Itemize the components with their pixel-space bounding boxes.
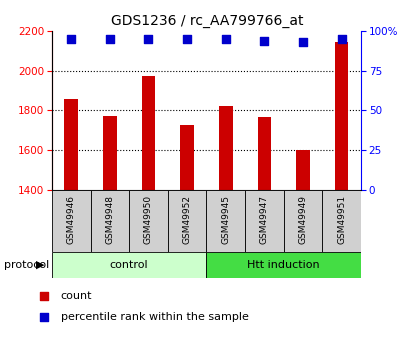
Text: GDS1236 / rc_AA799766_at: GDS1236 / rc_AA799766_at — [111, 14, 304, 28]
Text: control: control — [110, 260, 149, 270]
Bar — [245, 190, 284, 252]
Text: count: count — [61, 291, 92, 301]
Bar — [142, 76, 155, 190]
Point — [338, 36, 345, 42]
Bar — [103, 116, 117, 190]
Bar — [258, 117, 271, 190]
Bar — [207, 252, 361, 278]
Point — [184, 36, 190, 42]
Bar — [219, 106, 232, 190]
Text: GSM49945: GSM49945 — [221, 195, 230, 244]
Bar — [322, 190, 361, 252]
Text: GSM49947: GSM49947 — [260, 195, 269, 244]
Point — [145, 36, 152, 42]
Bar — [296, 150, 310, 190]
Point — [300, 39, 306, 45]
Bar — [207, 190, 245, 252]
Text: percentile rank within the sample: percentile rank within the sample — [61, 312, 249, 322]
Point — [107, 36, 113, 42]
Point — [261, 38, 268, 43]
Point — [68, 36, 75, 42]
Point — [41, 314, 47, 320]
Text: GSM49951: GSM49951 — [337, 195, 346, 244]
Bar — [64, 99, 78, 190]
Text: GSM49950: GSM49950 — [144, 195, 153, 244]
Bar — [52, 252, 207, 278]
Bar — [129, 190, 168, 252]
Text: GSM49946: GSM49946 — [67, 195, 76, 244]
Bar — [335, 42, 349, 190]
Text: ▶: ▶ — [36, 260, 44, 270]
Text: protocol: protocol — [4, 260, 49, 270]
Text: GSM49948: GSM49948 — [105, 195, 115, 244]
Bar — [52, 190, 90, 252]
Text: Htt induction: Htt induction — [247, 260, 320, 270]
Point — [222, 36, 229, 42]
Bar — [284, 190, 322, 252]
Text: GSM49952: GSM49952 — [183, 195, 192, 244]
Bar — [90, 190, 129, 252]
Text: GSM49949: GSM49949 — [298, 195, 308, 244]
Bar — [168, 190, 207, 252]
Bar — [181, 125, 194, 190]
Point — [41, 294, 47, 299]
